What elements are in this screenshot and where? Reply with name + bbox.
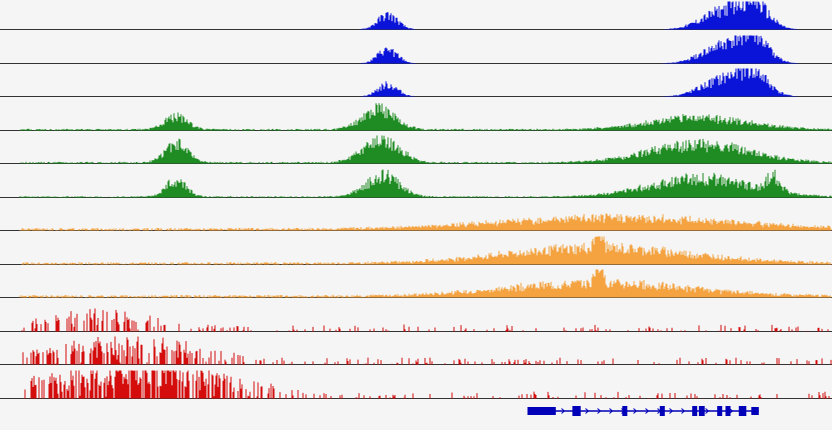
signal-track: [0, 135, 832, 164]
signal-track: [0, 370, 832, 399]
gene-exon: [527, 407, 556, 415]
strand-arrow: [609, 408, 614, 414]
coverage-signal: [20, 135, 832, 164]
strand-arrow: [681, 408, 686, 414]
signal-track: [0, 1, 832, 30]
signal-track: [0, 169, 832, 198]
coverage-signal: [21, 236, 832, 265]
strand-arrow: [705, 408, 710, 414]
signal-track: [0, 35, 832, 64]
coverage-signal: [359, 1, 798, 30]
gene-model-track: [527, 406, 759, 416]
coverage-signal: [21, 308, 829, 332]
coverage-signal: [24, 370, 830, 399]
gene-exon: [717, 406, 723, 416]
signal-track: [0, 236, 832, 265]
gene-exon: [622, 406, 628, 416]
strand-arrow: [669, 408, 674, 414]
signal-track: [0, 213, 832, 231]
strand-arrow: [597, 408, 602, 414]
coverage-signal: [22, 336, 832, 365]
signal-tracks: [0, 1, 832, 399]
coverage-signal: [19, 169, 832, 198]
gene-exon: [692, 406, 698, 416]
gene-exon: [738, 406, 747, 416]
gene-exon: [725, 406, 731, 416]
coverage-signal: [19, 213, 832, 231]
strand-arrow: [585, 408, 590, 414]
signal-track: [0, 68, 832, 97]
signal-track: [0, 269, 832, 298]
gene-exon: [659, 406, 665, 416]
strand-arrow: [645, 408, 650, 414]
signal-track: [0, 308, 832, 332]
signal-track: [0, 103, 832, 131]
gene-exon: [572, 406, 581, 416]
gene-exon: [698, 406, 705, 416]
coverage-signal: [19, 269, 832, 298]
coverage-signal: [19, 103, 832, 131]
coverage-signal: [361, 68, 798, 97]
strand-arrow: [561, 408, 566, 414]
signal-track: [0, 336, 832, 365]
gene-exon: [751, 407, 759, 415]
strand-arrow: [633, 408, 638, 414]
coverage-signal: [360, 35, 799, 64]
